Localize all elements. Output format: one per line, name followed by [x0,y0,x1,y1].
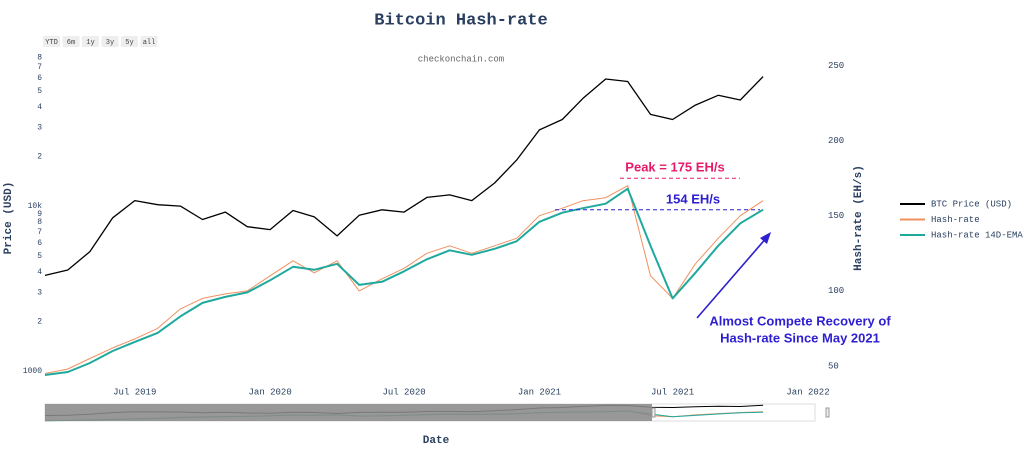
annotation-text: Almost Compete Recovery of [709,313,891,328]
y-tick-label: 10k [28,202,43,211]
y-tick-label: 8 [37,218,42,227]
range-slider-handle[interactable] [825,407,830,418]
y2-axis-title: Hash-rate (EH/s) [853,165,865,271]
y-tick-label: 7 [37,63,42,72]
chart-title: Bitcoin Hash-rate [374,11,547,30]
range-button-label[interactable]: YTD [45,39,58,47]
y-tick-label: 2 [37,153,42,162]
annotation-arrowhead [760,232,771,244]
series-line [44,76,764,277]
range-slider-mask[interactable] [45,404,652,421]
range-button[interactable]: 6m [62,36,80,47]
range-button[interactable]: 3y [101,36,119,47]
legend-item[interactable]: Hash-rate 14D-EMA [900,230,1023,240]
range-slider-handle[interactable] [651,407,656,418]
x-tick-label: Jan 2020 [249,387,292,397]
y-tick-label: 1000 [23,367,42,376]
y2-tick-label: 50 [828,361,839,371]
annotation-arrow [696,235,769,319]
annotation-text: Hash-rate Since May 2021 [720,330,880,345]
range-button-label[interactable]: 6m [67,39,75,47]
y-tick-label: 7 [37,228,42,237]
reference-label: 154 EH/s [666,191,720,206]
range-button-bg[interactable] [43,36,60,47]
range-button[interactable]: YTD [43,36,60,47]
series-line [44,187,764,376]
y-tick-label: 5 [37,87,42,96]
legend-label[interactable]: Hash-rate 14D-EMA [931,230,1023,240]
range-button-label[interactable]: 3y [106,39,114,47]
y-tick-label: 5 [37,252,42,261]
range-button-label[interactable]: all [143,39,156,47]
range-button-bg[interactable] [62,36,80,47]
y-tick-label: 2 [37,317,42,326]
y-tick-label: 3 [37,288,42,297]
y-tick-label: 6 [37,239,42,248]
x-axis-title: Date [423,435,450,447]
range-button[interactable]: all [140,36,158,47]
y-axis-title: Price (USD) [3,182,15,255]
legend-item[interactable]: Hash-rate [900,215,980,225]
legend-label[interactable]: Hash-rate [931,215,980,225]
x-tick-label: Jan 2021 [518,387,561,397]
legend-item[interactable]: BTC Price (USD) [900,199,1012,209]
range-button-label[interactable]: 5y [125,39,133,47]
x-tick-label: Jul 2019 [113,387,156,397]
reference-label: Peak = 175 EH/s [625,159,724,174]
x-tick-label: Jan 2022 [786,387,829,397]
range-button[interactable]: 1y [82,36,99,47]
series-line [44,185,764,374]
range-button[interactable]: 5y [121,36,138,47]
y-tick-label: 3 [37,124,42,133]
range-button-label[interactable]: 1y [86,39,94,47]
x-tick-label: Jul 2021 [651,387,694,397]
range-button-bg[interactable] [82,36,99,47]
range-button-bg[interactable] [101,36,119,47]
x-tick-label: Jul 2020 [382,387,425,397]
legend-label[interactable]: BTC Price (USD) [931,199,1012,209]
y2-tick-label: 200 [828,136,844,146]
y-tick-label: 6 [37,74,42,83]
y2-tick-label: 250 [828,61,844,71]
y2-tick-label: 150 [828,211,844,221]
y-tick-label: 8 [37,53,42,62]
range-button-bg[interactable] [121,36,138,47]
y2-tick-label: 100 [828,286,844,296]
chart-subtitle: checkonchain.com [418,54,504,64]
y-tick-label: 4 [37,268,42,277]
y-tick-label: 4 [37,103,42,112]
range-button-bg[interactable] [140,36,158,47]
y-tick-label: 9 [37,210,42,219]
